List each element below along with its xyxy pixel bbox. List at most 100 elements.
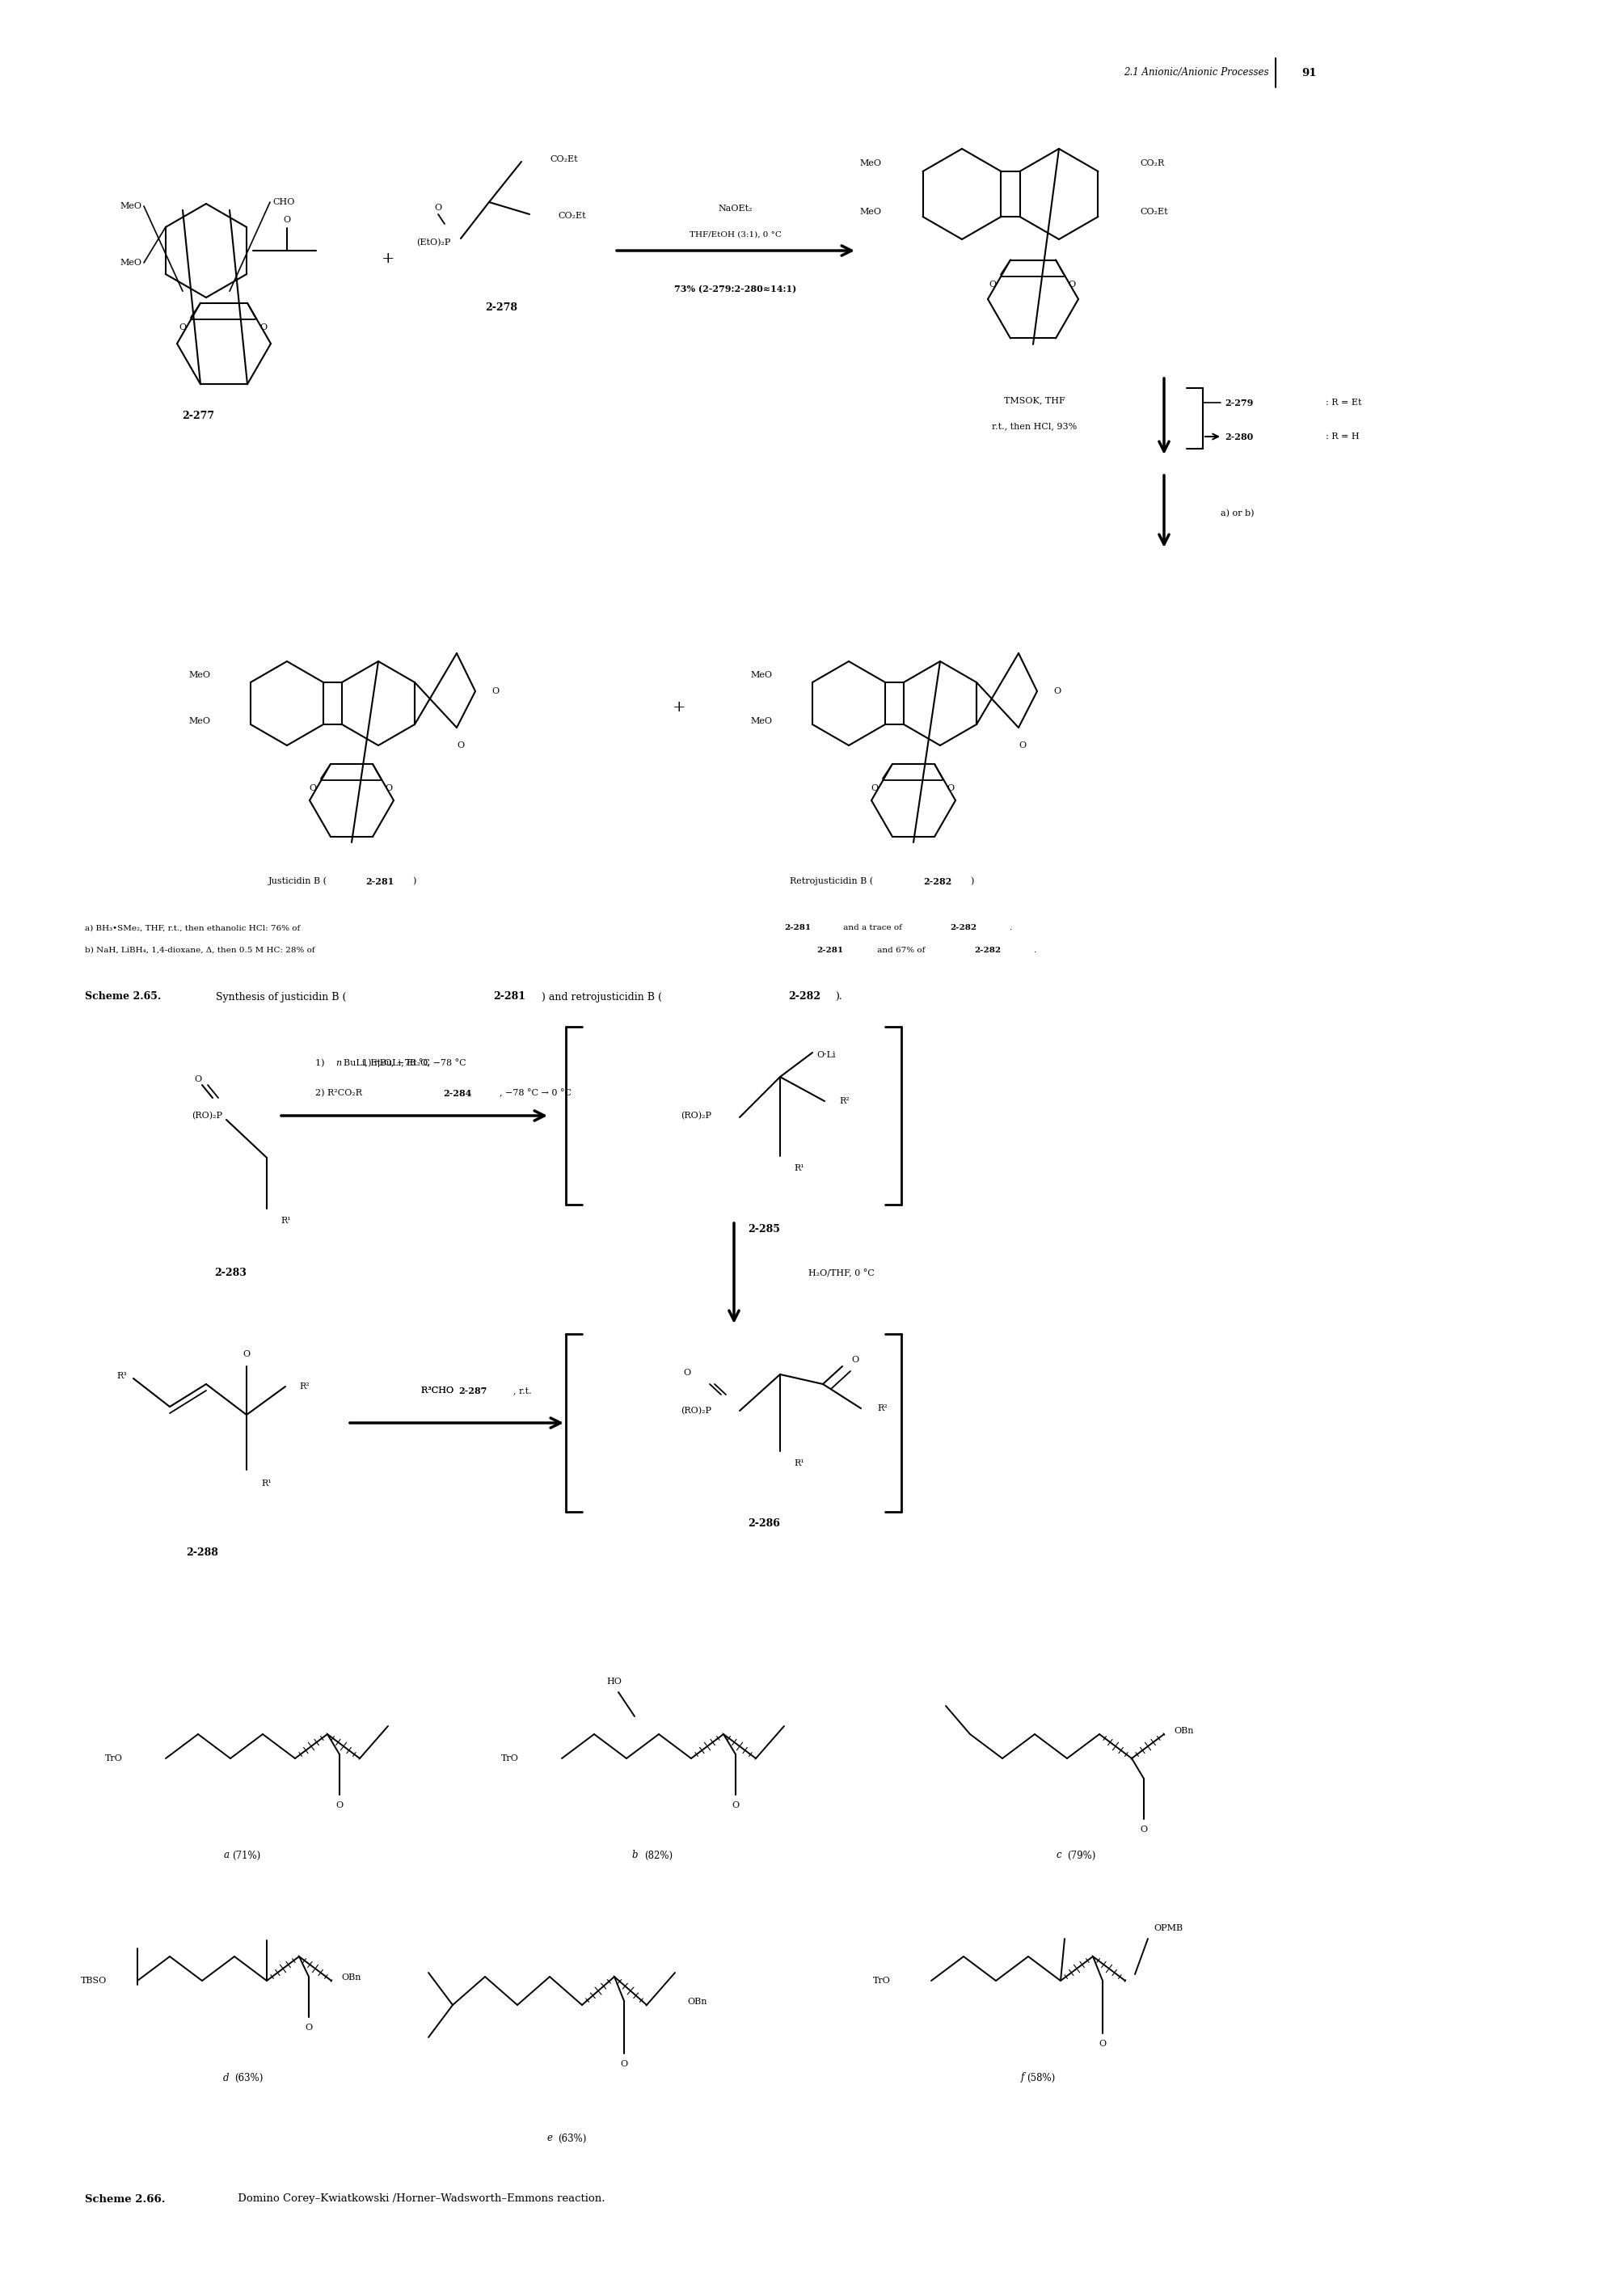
Text: TMSOK, THF: TMSOK, THF (1004, 397, 1065, 403)
Text: (RO)₂P: (RO)₂P (192, 1112, 222, 1121)
Text: 2-282: 2-282 (974, 947, 1000, 953)
Text: MeO: MeO (188, 717, 209, 724)
Text: f: f (1021, 2072, 1025, 2083)
Text: Scheme 2.65.: Scheme 2.65. (84, 992, 161, 1002)
Text: THF/EtOH (3:1), 0 °C: THF/EtOH (3:1), 0 °C (690, 231, 781, 238)
Text: 2-281: 2-281 (817, 947, 843, 953)
Text: 2-281: 2-281 (365, 878, 395, 885)
Text: O: O (179, 323, 187, 332)
Text: : R = Et: : R = Et (1325, 399, 1361, 406)
Text: TrO: TrO (106, 1753, 123, 1763)
Text: R³CHO: R³CHO (422, 1387, 456, 1394)
Text: MeO: MeO (188, 672, 209, 678)
Text: CO₂Et: CO₂Et (1140, 209, 1168, 215)
Text: , r.t.: , r.t. (513, 1387, 531, 1394)
Text: MeO: MeO (120, 259, 141, 266)
Text: O: O (305, 2024, 312, 2031)
Text: R³: R³ (117, 1373, 127, 1380)
Text: a) or b): a) or b) (1221, 509, 1254, 518)
Text: O: O (456, 740, 464, 749)
Text: 2-286: 2-286 (747, 1520, 780, 1529)
Text: and a trace of: and a trace of (841, 924, 905, 933)
Text: Retrojusticidin B (: Retrojusticidin B ( (789, 878, 874, 885)
Text: H₂O/THF, 0 °C: H₂O/THF, 0 °C (809, 1270, 874, 1277)
Text: 2-277: 2-277 (182, 410, 214, 422)
Text: d: d (224, 2072, 229, 2083)
Text: O: O (1069, 280, 1075, 289)
Text: e: e (547, 2134, 552, 2143)
Text: Domino Corey–Kwiatkowski /Horner–Wadsworth–Emmons reaction.: Domino Corey–Kwiatkowski /Horner–Wadswor… (234, 2193, 606, 2205)
Text: R²: R² (840, 1098, 849, 1105)
Text: +: + (382, 252, 395, 266)
Text: R²: R² (299, 1382, 310, 1391)
Text: OBn: OBn (341, 1973, 361, 1983)
Text: and 67% of: and 67% of (875, 947, 927, 953)
Text: O: O (1018, 740, 1026, 749)
Text: MeO: MeO (750, 717, 771, 724)
Text: O: O (336, 1802, 343, 1808)
Text: O: O (870, 784, 879, 793)
Text: Synthesis of justicidin B (: Synthesis of justicidin B ( (213, 992, 346, 1002)
Text: CHO: CHO (273, 197, 294, 206)
Text: O: O (851, 1357, 859, 1364)
Text: CO₂R: CO₂R (1140, 158, 1164, 167)
Text: R¹: R¹ (794, 1164, 804, 1171)
Text: O: O (620, 2061, 628, 2067)
Text: R¹: R¹ (281, 1217, 291, 1224)
Text: MeO: MeO (750, 672, 771, 678)
Text: n: n (336, 1059, 341, 1068)
Text: 2-280: 2-280 (1224, 433, 1254, 440)
Text: BuLi, Et₂O, −78 °C: BuLi, Et₂O, −78 °C (344, 1059, 430, 1068)
Text: a) BH₃•SMe₂, THF, r.t., then ethanolic HCl: 76% of: a) BH₃•SMe₂, THF, r.t., then ethanolic H… (84, 924, 302, 933)
Text: O: O (1054, 688, 1060, 694)
Text: O: O (283, 215, 291, 225)
Text: MeO: MeO (120, 202, 141, 211)
Text: (58%): (58%) (1026, 2072, 1056, 2083)
Text: TBSO: TBSO (81, 1976, 107, 1985)
Text: CO₂Et: CO₂Et (549, 156, 578, 163)
Text: OPMB: OPMB (1153, 1925, 1182, 1932)
Text: ): ) (412, 878, 416, 885)
Text: O: O (260, 323, 268, 332)
Text: (71%): (71%) (232, 1850, 261, 1861)
Text: (82%): (82%) (645, 1850, 672, 1861)
Text: 1) ηBuLi, Et₂O, −78 °C: 1) ηBuLi, Et₂O, −78 °C (362, 1059, 466, 1068)
Text: (63%): (63%) (235, 2072, 263, 2083)
Text: OBn: OBn (1174, 1726, 1194, 1735)
Text: 2-281: 2-281 (784, 924, 810, 933)
Text: Scheme 2.66.: Scheme 2.66. (84, 2193, 166, 2205)
Text: : R = H: : R = H (1325, 433, 1359, 440)
Text: R³CHO: R³CHO (422, 1387, 456, 1394)
Text: 73% (2-279:2-280≈14:1): 73% (2-279:2-280≈14:1) (674, 284, 797, 293)
Text: O: O (385, 784, 393, 793)
Text: O: O (195, 1075, 201, 1084)
Text: R¹: R¹ (794, 1460, 804, 1467)
Text: TrO: TrO (502, 1753, 518, 1763)
Text: (79%): (79%) (1067, 1850, 1096, 1861)
Text: TrO: TrO (874, 1976, 890, 1985)
Text: NaOEt₂: NaOEt₂ (718, 204, 754, 213)
Text: 2-285: 2-285 (747, 1224, 780, 1233)
Text: +: + (672, 699, 685, 715)
Text: O: O (435, 204, 442, 211)
Text: 2-288: 2-288 (187, 1547, 218, 1559)
Text: .: . (1033, 947, 1036, 953)
Text: 2-283: 2-283 (214, 1267, 247, 1279)
Text: MeO: MeO (859, 209, 882, 215)
Text: O: O (732, 1802, 739, 1808)
Text: ): ) (970, 878, 973, 885)
Text: 2-282: 2-282 (924, 878, 952, 885)
Text: b) NaH, LiBH₄, 1,4-dioxane, Δ, then 0.5 M HC: 28% of: b) NaH, LiBH₄, 1,4-dioxane, Δ, then 0.5 … (84, 947, 318, 953)
Text: O: O (684, 1368, 690, 1377)
Text: c: c (1056, 1850, 1062, 1861)
Text: O: O (989, 280, 997, 289)
Text: 2-282: 2-282 (788, 992, 820, 1002)
Text: a: a (224, 1850, 229, 1861)
Text: O·Li: O·Li (817, 1052, 835, 1059)
Text: (EtO)₂P: (EtO)₂P (417, 238, 451, 248)
Text: 2-284: 2-284 (443, 1089, 471, 1098)
Text: O: O (309, 784, 317, 793)
Text: r.t., then HCl, 93%: r.t., then HCl, 93% (992, 422, 1077, 431)
Text: R¹: R¹ (261, 1481, 271, 1488)
Text: b: b (632, 1850, 638, 1861)
